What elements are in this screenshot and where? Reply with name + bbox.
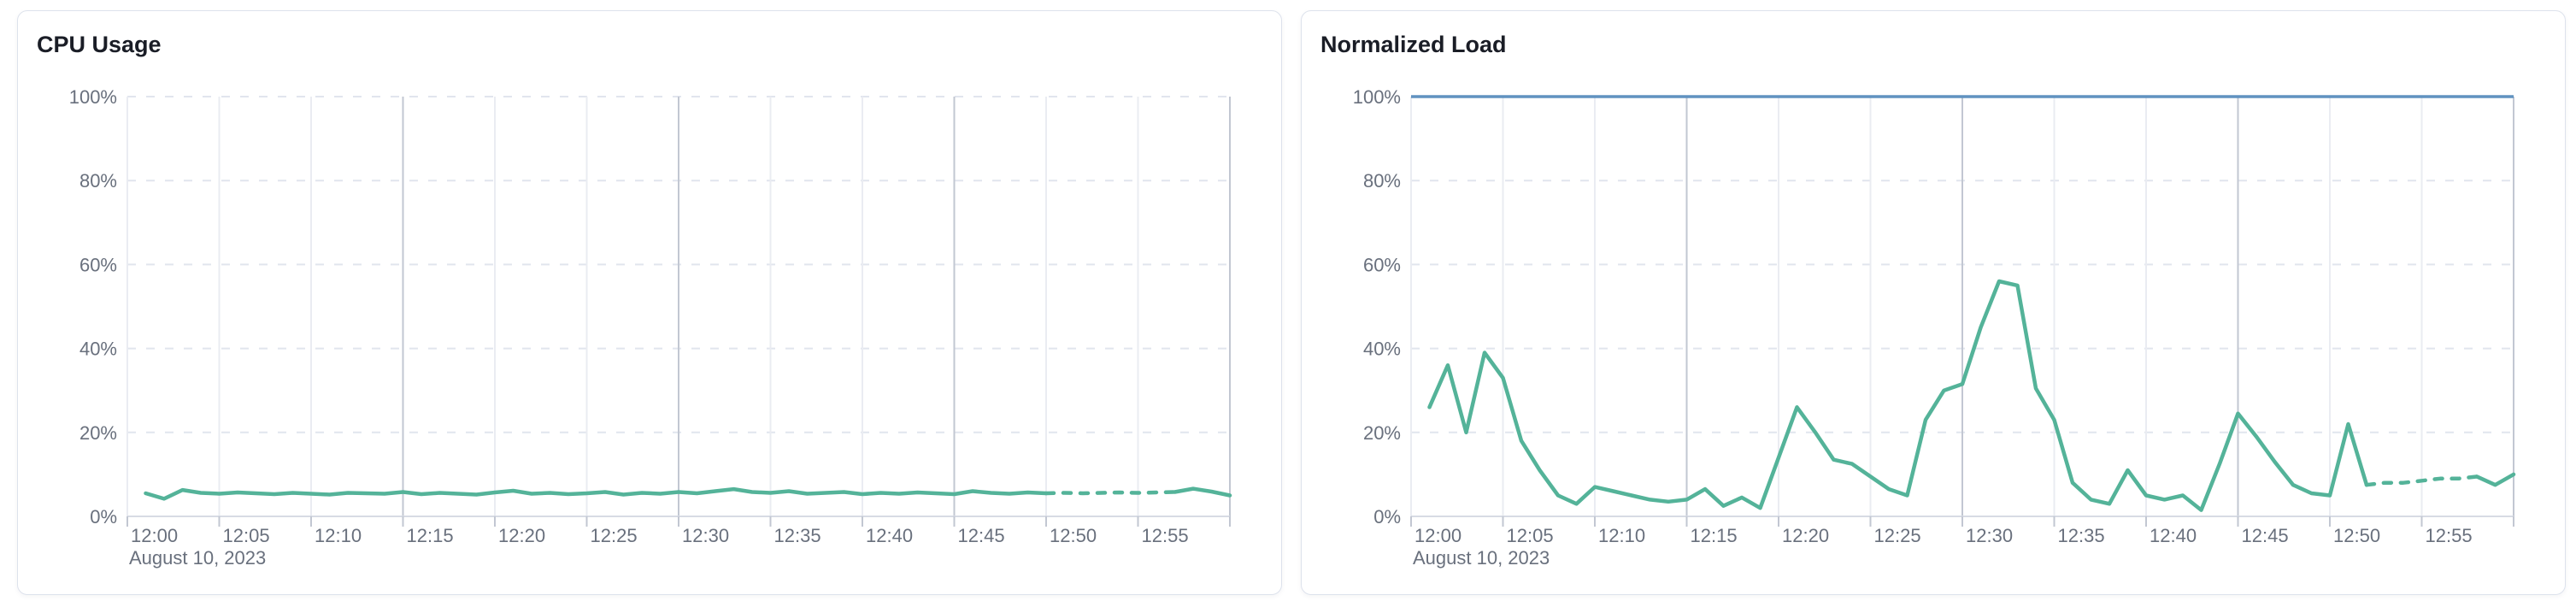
x-tick-label: 12:40 — [866, 525, 913, 546]
x-tick-label: 12:40 — [2150, 525, 2197, 546]
x-tick-label: 12:05 — [1507, 525, 1554, 546]
x-axis-date-label: August 10, 2023 — [129, 547, 266, 569]
x-tick-label: 12:30 — [682, 525, 729, 546]
series-line-normalized-load — [1427, 279, 2369, 512]
x-tick-label: 12:15 — [1691, 525, 1738, 546]
x-tick-label: 12:55 — [2426, 525, 2473, 546]
y-tick-label: 100% — [1353, 86, 1401, 108]
y-tick-label: 80% — [79, 170, 117, 192]
x-tick-label: 12:00 — [131, 525, 178, 546]
y-tick-label: 20% — [79, 422, 117, 444]
y-tick-label: 80% — [1363, 170, 1401, 192]
y-tick-label: 0% — [1373, 506, 1401, 527]
x-tick-label: 12:10 — [315, 525, 362, 546]
x-tick-label: 12:45 — [958, 525, 1005, 546]
x-tick-label: 12:45 — [2242, 525, 2289, 546]
x-tick-label: 12:15 — [407, 525, 454, 546]
y-tick-label: 0% — [90, 506, 117, 527]
x-tick-label: 12:05 — [223, 525, 270, 546]
x-tick-label: 12:50 — [2333, 525, 2380, 546]
cpu-usage-card: 12:00 12:05 12:10 12:15 12:20 12:25 12:30 12:35… — [17, 10, 1282, 595]
y-tick-label: 100% — [69, 86, 117, 108]
series-line-normalized-load — [2474, 472, 2516, 487]
x-tick-label: 12:25 — [1874, 525, 1921, 546]
y-tick-label: 40% — [1363, 339, 1401, 360]
cpu-usage-chart[interactable]: 12:00 12:05 12:10 12:15 12:20 12:25 12:30 12:35… — [18, 11, 1283, 596]
x-tick-label: 12:50 — [1050, 525, 1097, 546]
y-tick-label: 60% — [79, 254, 117, 275]
y-tick-label: 20% — [1363, 422, 1401, 444]
normalized-load-chart[interactable]: 12:00 12:05 12:10 12:15 12:20 12:25 12:30 12:35… — [1302, 11, 2567, 596]
normalized-load-title: Normalized Load — [1320, 32, 1507, 57]
x-tick-label: 12:30 — [1966, 525, 2013, 546]
x-axis-date-label: August 10, 2023 — [1413, 547, 1550, 569]
y-tick-label: 60% — [1363, 254, 1401, 275]
series-line-normalized-load-dashed — [2364, 474, 2479, 487]
x-tick-label: 12:35 — [2058, 525, 2105, 546]
normalized-load-card: 12:00 12:05 12:10 12:15 12:20 12:25 12:30 12:35… — [1301, 10, 2566, 595]
x-tick-label: 12:10 — [1598, 525, 1645, 546]
x-tick-label: 12:20 — [498, 525, 545, 546]
series-line-cpu-usage — [144, 486, 1049, 501]
x-tick-label: 12:20 — [1782, 525, 1829, 546]
series-line-cpu-usage — [1173, 486, 1232, 498]
cpu-usage-title: CPU Usage — [37, 32, 162, 57]
x-tick-label: 12:35 — [774, 525, 821, 546]
series-line-cpu-usage-dashed — [1044, 490, 1177, 496]
x-tick-label: 12:55 — [1142, 525, 1189, 546]
x-tick-label: 12:00 — [1414, 525, 1461, 546]
x-tick-label: 12:25 — [591, 525, 638, 546]
y-tick-label: 40% — [79, 339, 117, 360]
